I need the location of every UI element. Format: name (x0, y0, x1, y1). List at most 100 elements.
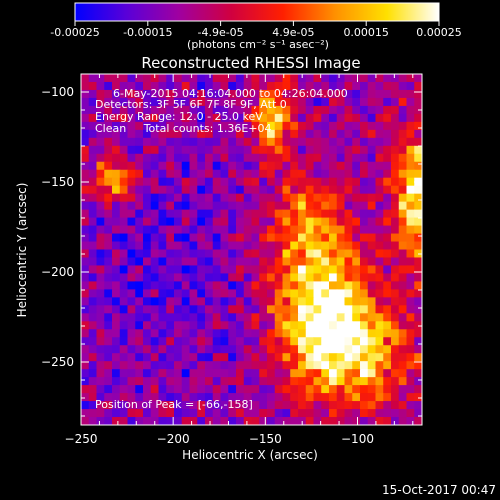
heatmap-cell (119, 417, 129, 425)
heatmap-cell (313, 393, 322, 402)
heatmap-cell (181, 81, 191, 91)
heatmap-cell (259, 321, 268, 330)
heatmap-cell (81, 233, 90, 243)
heatmap-cell (414, 81, 422, 91)
heatmap-cell (274, 193, 284, 203)
heatmap-cell (383, 417, 392, 425)
heatmap-cell (360, 297, 369, 306)
heatmap-cell (298, 409, 307, 418)
heatmap-cell (290, 225, 299, 235)
heatmap-cell (344, 369, 353, 378)
heatmap-cell (282, 74, 291, 83)
heatmap-cell (259, 329, 268, 338)
heatmap-cell (228, 161, 237, 171)
heatmap-cell (112, 217, 121, 227)
heatmap-cell (321, 209, 330, 219)
heatmap-cell (96, 145, 105, 155)
heatmap-cell (243, 313, 253, 322)
heatmap-cell (321, 185, 330, 195)
heatmap-cell (367, 209, 377, 219)
heatmap-cell (174, 113, 183, 123)
heatmap-cell (96, 201, 105, 211)
heatmap-cell (96, 177, 105, 187)
heatmap-cell (352, 121, 361, 131)
heatmap-cell (135, 201, 144, 211)
heatmap-cell (298, 97, 307, 107)
heatmap-cell (383, 193, 392, 203)
heatmap-cell (274, 265, 284, 275)
heatmap-cell (360, 201, 369, 211)
heatmap-cell (360, 417, 369, 425)
heatmap-cell (81, 137, 90, 147)
heatmap-cell (220, 377, 229, 386)
heatmap-cell (375, 289, 384, 298)
heatmap-cell (220, 201, 229, 211)
heatmap-cell (243, 305, 253, 314)
heatmap-cell (290, 185, 299, 195)
heatmap-cell (360, 249, 369, 259)
heatmap-cell (143, 177, 152, 187)
heatmap-cell (119, 209, 129, 219)
heatmap-cell (298, 129, 307, 139)
heatmap-cell (305, 97, 315, 107)
heatmap-cell (181, 201, 191, 211)
heatmap-cell (290, 249, 299, 259)
heatmap-cell (305, 105, 315, 115)
heatmap-cell (88, 417, 98, 425)
heatmap-cell (166, 329, 175, 338)
heatmap-cell (174, 385, 183, 394)
heatmap-cell (135, 225, 144, 235)
heatmap-cell (406, 74, 415, 83)
heatmap-cell (197, 241, 206, 251)
heatmap-cell (383, 265, 392, 275)
heatmap-cell (336, 74, 346, 83)
heatmap-cell (352, 345, 361, 354)
heatmap-cell (104, 361, 113, 370)
heatmap-cell (282, 313, 291, 322)
heatmap-cell (158, 145, 167, 155)
heatmap-cell (305, 417, 315, 425)
heatmap-cell (367, 417, 377, 425)
heatmap-cell (305, 209, 315, 219)
heatmap-cell (336, 121, 346, 131)
heatmap-cell (205, 249, 214, 259)
colorbar-ticks: -0.00025 -0.00015 -4.9e-05 4.9e-05 0.00015 0.… (50, 21, 462, 39)
heatmap-cell (344, 137, 353, 147)
heatmap-cell (352, 249, 361, 259)
heatmap-cell (251, 225, 260, 235)
heatmap-cell (243, 121, 253, 131)
heatmap-cell (383, 361, 392, 370)
heatmap-cell (236, 129, 245, 139)
heatmap-cell (119, 105, 129, 115)
heatmap-cell (267, 193, 276, 203)
heatmap-cell (344, 329, 353, 338)
heatmap-cell (189, 385, 198, 394)
heatmap-cell (212, 209, 222, 219)
heatmap-cell (414, 89, 422, 99)
heatmap-cell (189, 361, 198, 370)
heatmap-cell (205, 169, 214, 179)
heatmap-cell (212, 305, 222, 314)
heatmap-cell (236, 273, 245, 283)
heatmap-cell (143, 337, 152, 346)
heatmap-cell (290, 417, 299, 425)
heatmap-cell (251, 297, 260, 306)
heatmap-cell (127, 177, 136, 187)
heatmap-cell (391, 249, 400, 259)
heatmap-cell (375, 409, 384, 418)
heatmap-cell (383, 177, 392, 187)
heatmap-cell (220, 81, 229, 91)
heatmap-cell (220, 369, 229, 378)
heatmap-cell (282, 385, 291, 394)
heatmap-cell (81, 417, 90, 425)
y-tick-label: −200 (41, 265, 74, 279)
heatmap-cell (143, 321, 152, 330)
heatmap-cell (143, 257, 152, 267)
heatmap-cell (344, 273, 353, 283)
heatmap-cell (220, 169, 229, 179)
heatmap-cell (158, 121, 167, 131)
heatmap-cell (259, 201, 268, 211)
heatmap-cell (166, 377, 175, 386)
heatmap-cell (282, 321, 291, 330)
heatmap-cell (414, 241, 422, 251)
